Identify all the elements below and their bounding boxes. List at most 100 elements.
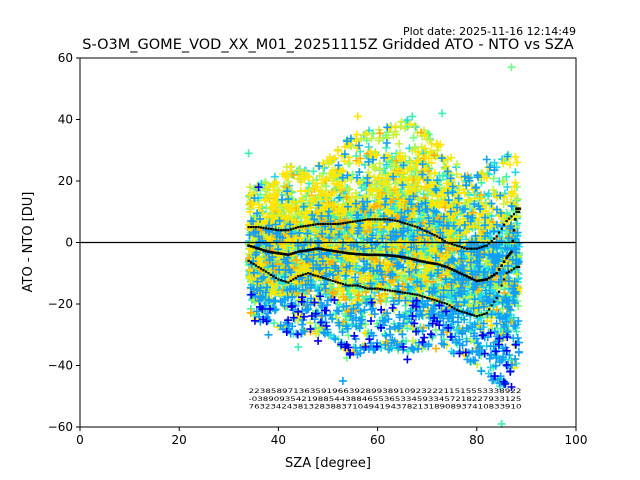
upper-spread-point (329, 222, 332, 226)
upper-spread-point (369, 218, 372, 221)
upper-spread-point (259, 226, 263, 229)
median-point (506, 255, 510, 258)
upper-spread-point (503, 223, 506, 226)
upper-spread-point (498, 231, 501, 234)
upper-spread-point (359, 219, 362, 222)
lower-spread-point (356, 284, 359, 287)
lower-spread-point (259, 267, 263, 270)
lower-spread-point (470, 313, 473, 316)
bin-count-annotations: 2238589713635919663928993891092322211515… (249, 388, 522, 410)
lower-spread-point (302, 273, 305, 276)
y-tick-label: −60 (48, 420, 73, 434)
lower-spread-series (247, 259, 521, 318)
lower-spread-point (329, 279, 332, 282)
upper-spread-point (463, 246, 466, 249)
lower-spread-point (455, 309, 459, 312)
upper-spread-point (421, 228, 424, 231)
median-point (272, 251, 275, 254)
lower-spread-point (326, 278, 330, 281)
lower-spread-point (498, 290, 501, 293)
lower-spread-point (371, 287, 374, 290)
annotation-row: 2238589713635919663928993891092322211515… (249, 388, 522, 395)
lower-spread-point (431, 298, 434, 301)
lower-spread-point (401, 291, 404, 294)
lower-spread-point (408, 292, 411, 295)
lower-spread-point (272, 275, 275, 278)
lower-spread-point (282, 279, 285, 282)
median-point (463, 273, 466, 277)
lower-spread-point (423, 296, 426, 299)
upper-spread-point (473, 247, 476, 250)
upper-spread-point (262, 226, 265, 229)
median-point (458, 271, 461, 275)
lower-spread-point (515, 266, 521, 269)
median-point (515, 207, 521, 210)
lower-spread-point (339, 282, 342, 285)
lower-spread-point (334, 280, 337, 283)
upper-spread-point (493, 237, 496, 240)
lower-spread-point (297, 275, 300, 278)
lower-spread-point (267, 272, 270, 275)
upper-spread-point (299, 225, 302, 228)
median-point (301, 249, 305, 253)
median-point (391, 254, 394, 258)
median-point (284, 253, 288, 256)
lower-spread-point (483, 312, 486, 316)
lower-spread-point (344, 283, 347, 286)
median-point (468, 276, 471, 279)
median-point (513, 218, 517, 221)
upper-spread-point (478, 246, 481, 249)
median-point (299, 250, 302, 253)
x-tick-label: 100 (565, 433, 588, 447)
median-point (277, 252, 280, 255)
upper-spread-point (354, 220, 357, 223)
median-point (386, 254, 389, 257)
upper-spread-point (515, 210, 521, 213)
upper-spread-point (433, 234, 436, 237)
median-point (482, 278, 486, 282)
upper-spread-point (450, 242, 454, 246)
median-point (416, 259, 419, 262)
median-point (294, 251, 298, 254)
median-point (393, 254, 397, 258)
upper-spread-point (388, 218, 392, 221)
lower-spread-point (269, 273, 273, 276)
y-tick-label: 60 (58, 51, 73, 65)
upper-spread-point (428, 231, 431, 234)
lower-spread-point (403, 291, 406, 294)
upper-spread-point (460, 246, 463, 249)
lower-spread-point (277, 278, 280, 281)
upper-spread-point (431, 232, 434, 236)
median-point (351, 252, 355, 255)
median-point (344, 251, 347, 255)
upper-spread-point (500, 227, 503, 230)
upper-spread-point (458, 245, 461, 248)
upper-spread-point (364, 218, 367, 221)
lower-spread-point (505, 272, 508, 275)
upper-spread-point (455, 244, 459, 247)
upper-spread-point (344, 221, 347, 224)
lower-spread-point (379, 287, 382, 291)
median-point (274, 251, 278, 255)
median-point (418, 259, 422, 263)
upper-spread-point (406, 222, 409, 226)
upper-spread-point (416, 226, 419, 229)
median-point (314, 247, 317, 251)
median-point (259, 248, 263, 251)
upper-spread-point (374, 218, 377, 221)
median-point (334, 250, 337, 253)
upper-spread-point (438, 236, 441, 239)
median-point (349, 252, 352, 255)
chart-title: S-O3M_GOME_VOD_XX_M01_20251115Z Gridded … (82, 37, 573, 53)
lower-spread-point (262, 269, 265, 272)
lower-spread-point (393, 290, 397, 293)
upper-spread-point (441, 238, 444, 241)
plot-date: Plot date: 2025-11-16 12:14:49 (403, 25, 576, 38)
lower-spread-point (445, 302, 449, 306)
median-point (304, 249, 307, 252)
lower-spread-point (488, 308, 491, 311)
median-point (324, 248, 327, 252)
upper-spread-point (257, 226, 260, 229)
median-point (279, 252, 283, 255)
upper-spread-point (418, 227, 421, 230)
